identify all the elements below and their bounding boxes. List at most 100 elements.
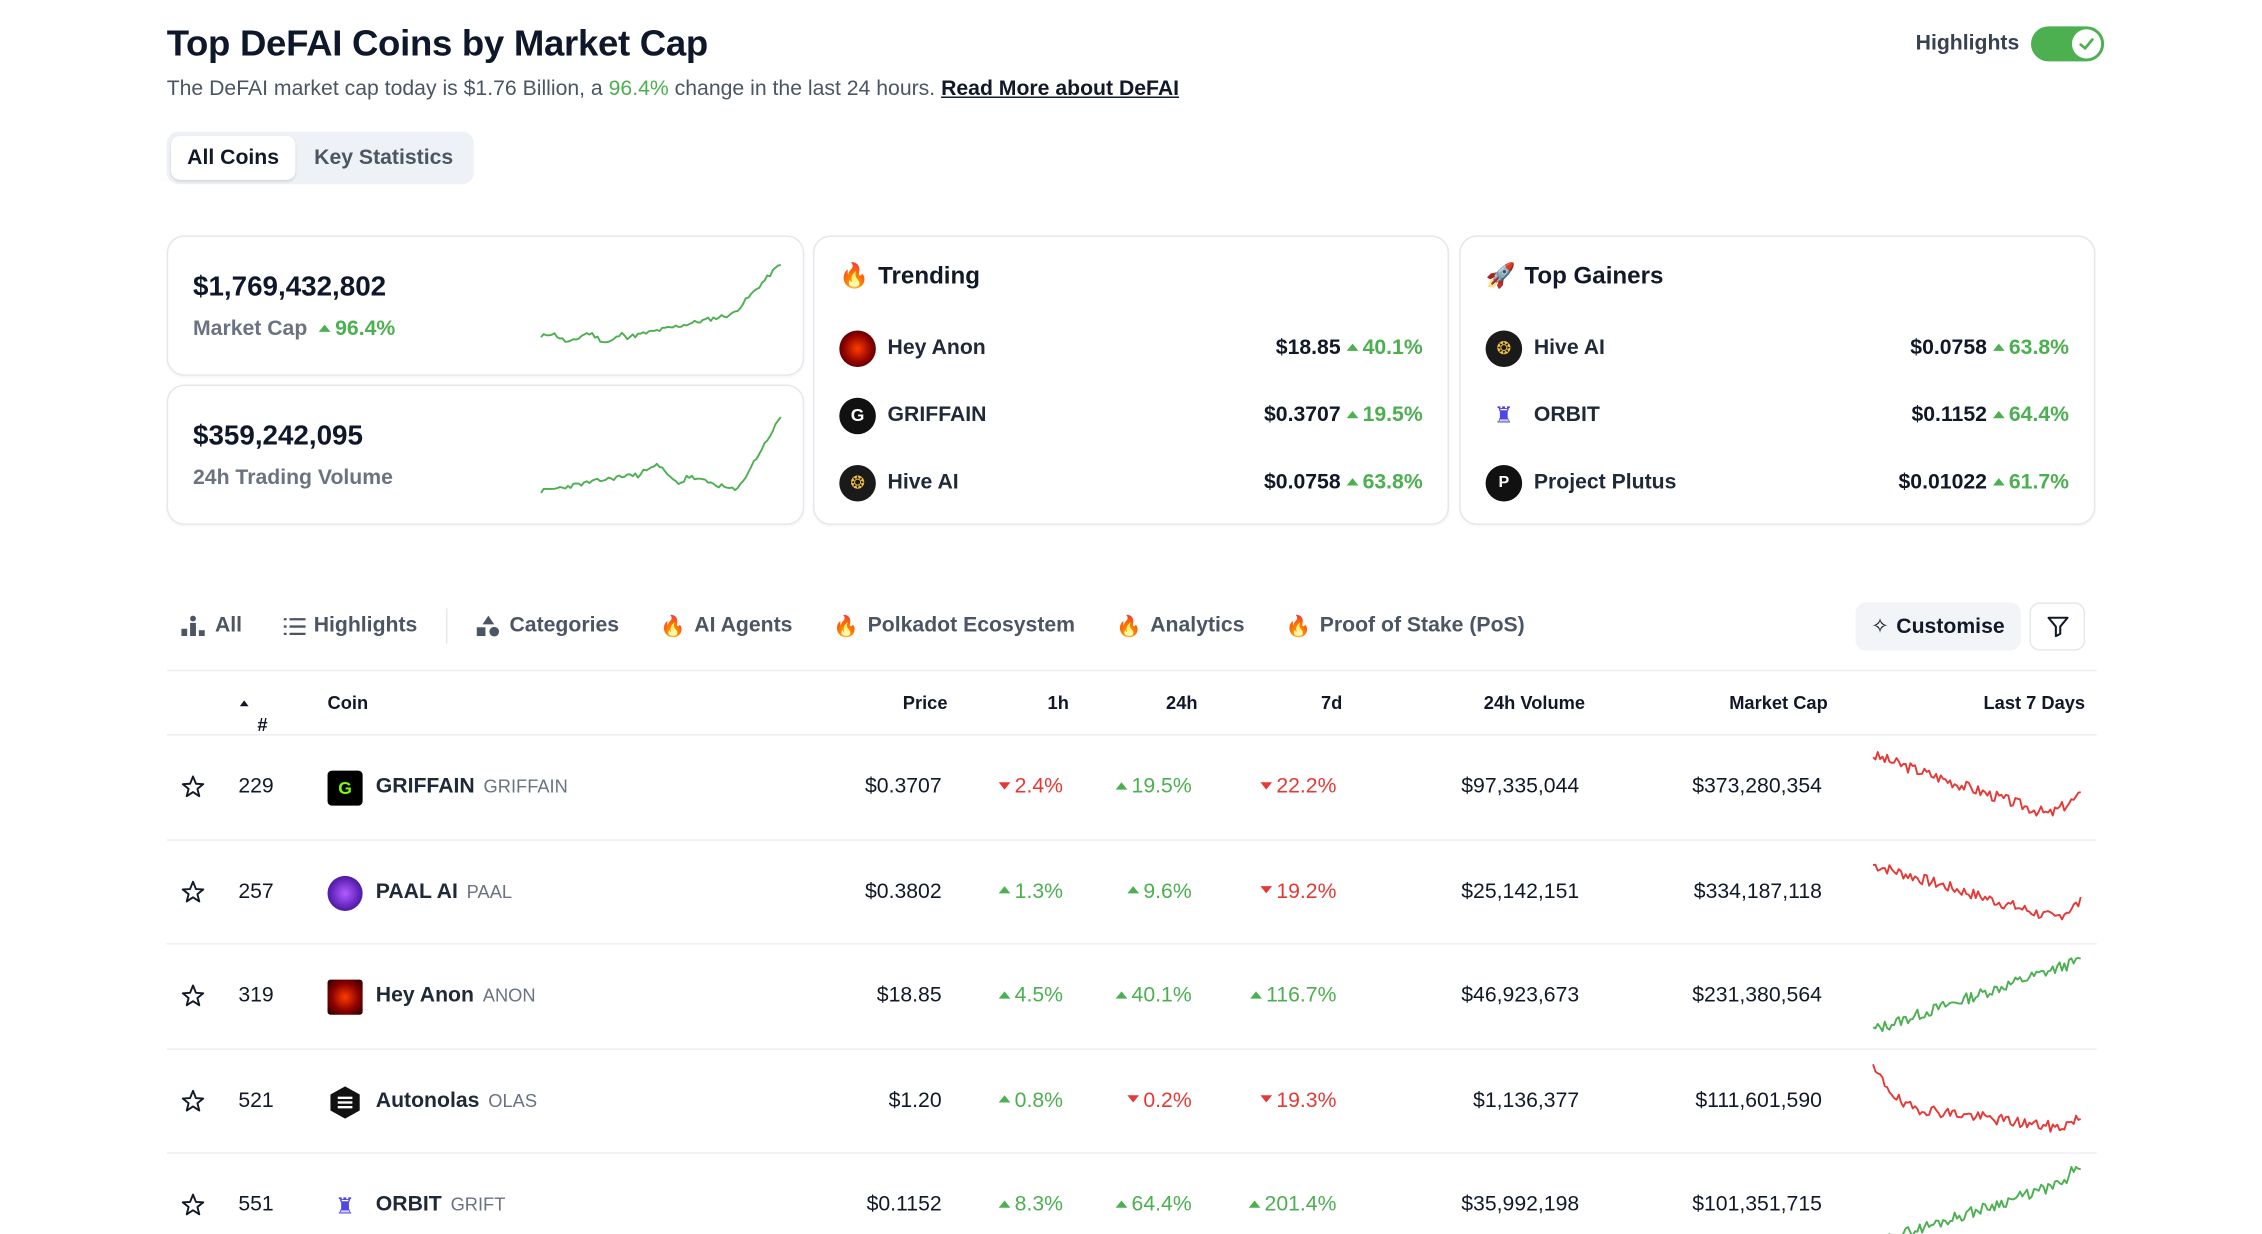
trending-item-price: $18.85 xyxy=(1275,336,1341,360)
coin-market-cap: $373,280,354 xyxy=(1692,774,1822,799)
tab-polkadot-ecosystem[interactable]: 🔥 Polkadot Ecosystem xyxy=(833,613,1075,638)
trending-item-price: $0.3707 xyxy=(1264,403,1341,427)
shapes-icon xyxy=(477,614,500,636)
list-icon xyxy=(282,617,305,635)
table-row[interactable]: 521 Autonolas OLAS $1.20 0.8% 0.2% 19.3%… xyxy=(166,1049,2097,1154)
gainers-title: Top Gainers xyxy=(1524,263,1664,290)
change-7d: 201.4% xyxy=(1248,1193,1336,1217)
1h-header[interactable]: 1h xyxy=(1047,693,1069,714)
autonolas-logo-icon xyxy=(328,1084,363,1119)
tab-categories[interactable]: Categories xyxy=(477,614,619,638)
coins-table: # Coin Price 1h 24h 7d 24h Volume Market… xyxy=(166,669,2097,1234)
sparkline-path xyxy=(1872,956,2081,1033)
table-row[interactable]: 229 G GRIFFAIN GRIFFAIN $0.3707 2.4% 19.… xyxy=(166,735,2097,841)
coin-market-cap: $101,351,715 xyxy=(1692,1193,1822,1217)
gainer-item-name: Project Plutus xyxy=(1533,470,1677,495)
bar-chart-icon xyxy=(181,615,205,637)
orbit-logo-icon: ♜ xyxy=(327,1188,363,1224)
table-row[interactable]: 551 ♜ ORBIT GRIFT $0.1152 8.3% 64.4% 201… xyxy=(167,1154,2097,1234)
sparkline-7d xyxy=(1872,751,2081,817)
trending-item[interactable]: G GRIFFAIN $0.3707 19.5% xyxy=(839,396,1423,434)
change-7d: 116.7% xyxy=(1250,984,1336,1007)
tab-highlights[interactable]: Highlights xyxy=(282,614,418,638)
price-header[interactable]: Price xyxy=(902,693,948,714)
gainer-item-price: $0.01022 xyxy=(1898,470,1987,495)
24h-header[interactable]: 24h xyxy=(1166,693,1198,714)
coin-price: $1.20 xyxy=(888,1088,942,1113)
coin-market-cap: $111,601,590 xyxy=(1695,1088,1822,1113)
table-row[interactable]: 319 Hey Anon ANON $18.85 4.5% 40.1% 116.… xyxy=(166,945,2097,1050)
tab-highlights-label: Highlights xyxy=(313,614,418,638)
star-icon[interactable] xyxy=(181,984,205,1007)
coin-header[interactable]: Coin xyxy=(327,693,369,714)
tab-analytics[interactable]: 🔥 Analytics xyxy=(1116,613,1245,638)
coin-price: $0.3802 xyxy=(865,879,942,903)
star-icon[interactable] xyxy=(181,775,205,798)
7d-header[interactable]: 7d xyxy=(1320,693,1343,714)
fire-icon: 🔥 xyxy=(1285,613,1311,637)
subtitle-prefix: The DeFAI market cap today is $1.76 Bill… xyxy=(166,77,603,101)
star-icon[interactable] xyxy=(181,1089,205,1112)
star-icon[interactable] xyxy=(181,1193,205,1216)
coin-rank: 319 xyxy=(238,984,274,1008)
tab-proof-of-stake[interactable]: 🔥 Proof of Stake (PoS) xyxy=(1285,613,1524,638)
orbit-logo-icon: ♜ xyxy=(1485,396,1523,434)
gainer-item-name: Hive AI xyxy=(1533,336,1605,360)
tabs-divider xyxy=(446,608,449,644)
market-cap-label: Market Cap xyxy=(193,317,308,341)
fire-icon: 🔥 xyxy=(1115,613,1142,637)
gainers-title-row: 🚀 Top Gainers xyxy=(1486,263,1664,291)
table-row[interactable]: 257 PAAL AI PAAL $0.3802 1.3% 9.6% 19.2%… xyxy=(166,840,2097,945)
trending-item-name: Hive AI xyxy=(887,470,959,495)
highlights-toggle[interactable] xyxy=(2030,26,2105,62)
hive-ai-logo-icon: ❂ xyxy=(1485,329,1523,367)
coin-name[interactable]: GRIFFAIN GRIFFAIN xyxy=(375,774,568,799)
coin-name[interactable]: Autonolas OLAS xyxy=(375,1088,538,1113)
page-subtitle: The DeFAI market cap today is $1.76 Bill… xyxy=(167,77,1179,100)
tab-all[interactable]: All xyxy=(181,614,242,638)
change-24h: 19.5% xyxy=(1115,775,1192,798)
table-header: # Coin Price 1h 24h 7d 24h Volume Market… xyxy=(166,671,2097,736)
coin-volume: $46,923,673 xyxy=(1461,984,1580,1008)
sparkline-path xyxy=(540,264,782,344)
volume-value: $359,242,095 xyxy=(193,421,363,452)
coin-volume: $35,992,198 xyxy=(1461,1193,1580,1217)
coin-name[interactable]: ORBIT GRIFT xyxy=(375,1193,506,1217)
tab-ai-agents[interactable]: 🔥 AI Agents xyxy=(660,613,792,638)
coin-price: $0.3707 xyxy=(865,774,942,799)
trending-item[interactable]: Hey Anon $18.85 40.1% xyxy=(839,329,1423,367)
change-7d: 22.2% xyxy=(1260,775,1336,798)
volume-header[interactable]: 24h Volume xyxy=(1483,693,1586,714)
rocket-icon: 🚀 xyxy=(1485,263,1516,290)
market-cap-sparkline xyxy=(540,264,782,344)
segment-key-statistics[interactable]: Key Statistics xyxy=(314,146,454,170)
trending-item[interactable]: ❂ Hive AI $0.0758 63.8% xyxy=(839,464,1423,502)
coin-volume: $1,136,377 xyxy=(1473,1088,1580,1113)
change-7d: 19.2% xyxy=(1260,880,1336,903)
change-24h: 64.4% xyxy=(1115,1193,1192,1217)
coin-rank: 551 xyxy=(238,1193,274,1217)
hey-anon-logo-icon xyxy=(839,329,876,367)
gainer-item[interactable]: ♜ ORBIT $0.1152 64.4% xyxy=(1485,396,2069,434)
filter-button[interactable] xyxy=(2029,602,2086,651)
segment-all-coins[interactable]: All Coins xyxy=(171,135,296,180)
coin-name[interactable]: PAAL AI PAAL xyxy=(375,879,513,903)
view-segment: All Coins Key Statistics xyxy=(166,131,474,185)
volume-label: 24h Trading Volume xyxy=(193,466,393,490)
gainer-item[interactable]: P Project Plutus $0.01022 61.7% xyxy=(1485,464,2069,502)
trending-card: 🔥 Trending Hey Anon $18.85 40.1% G GRIFF… xyxy=(812,235,1450,525)
customise-button[interactable]: ✧ Customise xyxy=(1855,602,2021,651)
change-1h: 8.3% xyxy=(998,1193,1063,1217)
rank-header[interactable]: # xyxy=(239,693,268,735)
griffain-logo-icon: G xyxy=(327,770,363,806)
read-more-link[interactable]: Read More about DeFAI xyxy=(941,77,1180,101)
market-cap-value: $1,769,432,802 xyxy=(193,271,387,303)
page-header: Top DeFAI Coins by Market Cap The DeFAI … xyxy=(167,23,1179,100)
coin-rank: 229 xyxy=(238,774,274,799)
change-1h: 1.3% xyxy=(998,880,1063,903)
coin-name[interactable]: Hey Anon ANON xyxy=(375,984,536,1008)
star-icon[interactable] xyxy=(181,880,205,903)
market-cap-header[interactable]: Market Cap xyxy=(1729,693,1828,714)
gainer-item[interactable]: ❂ Hive AI $0.0758 63.8% xyxy=(1485,329,2069,367)
tab-analytics-label: Analytics xyxy=(1150,614,1245,638)
